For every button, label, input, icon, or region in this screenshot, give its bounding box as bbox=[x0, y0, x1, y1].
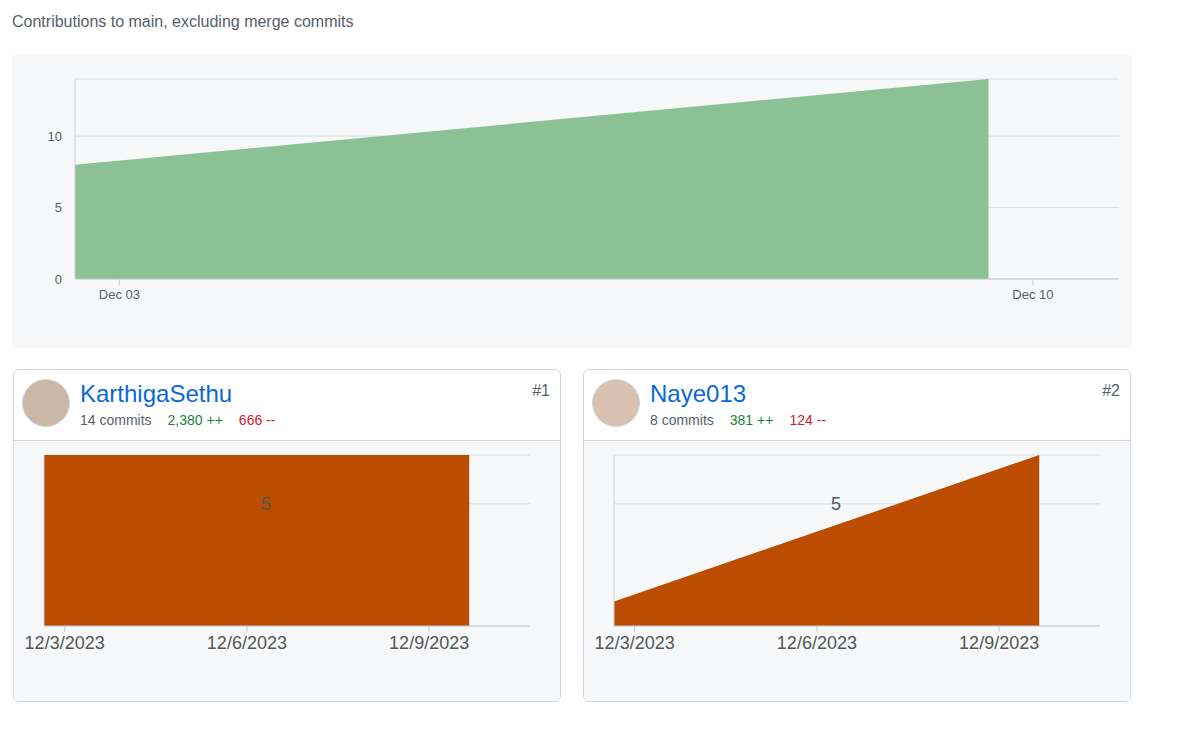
html-text:#1: #1 bbox=[532, 382, 550, 399]
svg-text:Dec 10: Dec 10 bbox=[1012, 287, 1053, 302]
html-text:#2: #2 bbox=[1102, 382, 1120, 399]
html-text:Contributions to main, excludi: Contributions to main, excluding merge c… bbox=[12, 13, 354, 30]
svg-text:0: 0 bbox=[55, 272, 62, 287]
html-text:Naye013: Naye013 bbox=[650, 380, 747, 407]
svg-text:10: 10 bbox=[48, 129, 62, 144]
html-text:8 commits: 8 commits bbox=[650, 412, 714, 428]
svg-text:12/6/2023: 12/6/2023 bbox=[207, 633, 287, 653]
svg-text:5: 5 bbox=[55, 200, 62, 215]
svg-text:5: 5 bbox=[261, 494, 271, 514]
svg-text:5: 5 bbox=[831, 494, 841, 514]
html-text:14 commits: 14 commits bbox=[80, 412, 152, 428]
svg-text:12/3/2023: 12/3/2023 bbox=[595, 633, 675, 653]
html-text:124 --: 124 -- bbox=[789, 412, 826, 428]
html-text:2,380 ++: 2,380 ++ bbox=[167, 412, 223, 428]
svg-text:12/3/2023: 12/3/2023 bbox=[25, 633, 105, 653]
html-text:381 ++: 381 ++ bbox=[729, 412, 774, 428]
svg-text:Dec 03: Dec 03 bbox=[99, 287, 140, 302]
html-text:KarthigaSethu: KarthigaSethu bbox=[80, 380, 233, 407]
svg-text:12/6/2023: 12/6/2023 bbox=[777, 633, 857, 653]
svg-text:12/9/2023: 12/9/2023 bbox=[389, 633, 469, 653]
svg-text:12/9/2023: 12/9/2023 bbox=[959, 633, 1039, 653]
html-text:666 --: 666 -- bbox=[238, 412, 276, 428]
